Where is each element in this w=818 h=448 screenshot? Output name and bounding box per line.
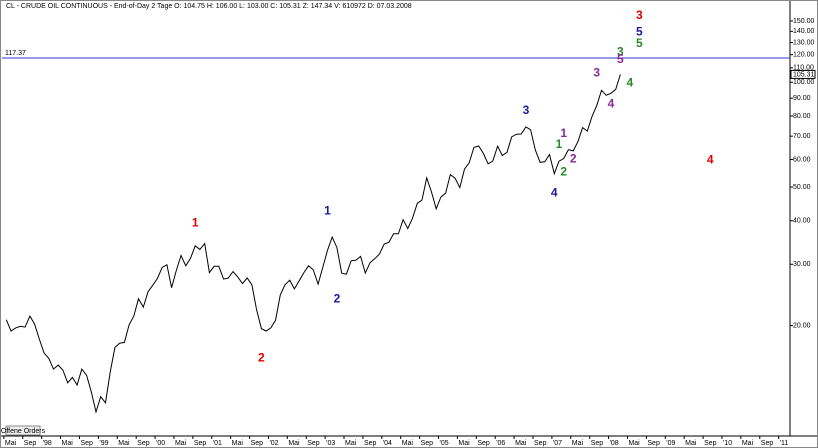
x-tick-label: '04 bbox=[383, 440, 392, 447]
x-tick-label: Sep bbox=[421, 440, 434, 447]
x-tick-label: Sep bbox=[534, 440, 547, 447]
y-tick-label: 60.00 bbox=[793, 156, 811, 163]
y-tick-label: 90.00 bbox=[793, 95, 811, 102]
x-tick-label: Mai bbox=[345, 440, 357, 447]
x-tick-label: '02 bbox=[269, 440, 278, 447]
wave-label: 5 bbox=[636, 36, 643, 50]
x-tick-label: Sep bbox=[647, 440, 660, 447]
x-tick-label: '00 bbox=[156, 440, 165, 447]
wave-label: 3 bbox=[593, 66, 600, 80]
x-tick-label: Mai bbox=[118, 440, 130, 447]
x-tick-label: '07 bbox=[553, 440, 562, 447]
wave-label: 4 bbox=[627, 75, 634, 89]
y-tick-label: 110.00 bbox=[793, 65, 814, 72]
y-tick-label: 130.00 bbox=[793, 39, 815, 46]
x-tick-label: Mai bbox=[742, 440, 754, 447]
wave-label: 1 bbox=[560, 126, 567, 140]
y-tick-label: 100.00 bbox=[793, 79, 815, 86]
x-tick-label: Sep bbox=[704, 440, 717, 447]
y-tick-label: 80.00 bbox=[793, 113, 811, 120]
x-tick-label: Mai bbox=[288, 440, 300, 447]
y-tick-label: 20.00 bbox=[793, 322, 811, 329]
x-tick-label: '98 bbox=[43, 440, 52, 447]
wave-label: 2 bbox=[258, 351, 265, 365]
x-tick-label: Mai bbox=[572, 440, 584, 447]
y-tick-label: 40.00 bbox=[793, 218, 811, 225]
x-tick-label: '01 bbox=[213, 440, 222, 447]
current-price-box bbox=[790, 69, 816, 79]
x-tick-label: '11 bbox=[780, 440, 789, 447]
x-tick-label: Sep bbox=[137, 440, 150, 447]
y-tick-label: 150.00 bbox=[793, 18, 815, 25]
x-tick-label: '06 bbox=[496, 440, 505, 447]
x-tick-label: '10 bbox=[723, 440, 732, 447]
wave-label: 3 bbox=[523, 103, 530, 117]
x-tick-label: Mai bbox=[232, 440, 244, 447]
chart-title: CL - CRUDE OIL CONTINUOUS - End-of-Day 2… bbox=[6, 3, 412, 10]
x-tick-label: '08 bbox=[610, 440, 619, 447]
wave-label: 3 bbox=[617, 44, 624, 58]
wave-label: 5 bbox=[636, 25, 643, 39]
current-price-label: 105.31 bbox=[793, 71, 815, 78]
x-tick-label: '09 bbox=[666, 440, 675, 447]
wave-label: 1 bbox=[192, 216, 199, 230]
x-tick-label: '05 bbox=[440, 440, 449, 447]
x-tick-label: Sep bbox=[194, 440, 207, 447]
y-tick-label: 30.00 bbox=[793, 261, 811, 268]
x-tick-label: Sep bbox=[591, 440, 604, 447]
x-tick-label: Sep bbox=[477, 440, 490, 447]
x-tick-label: Sep bbox=[24, 440, 37, 447]
order-button-box[interactable] bbox=[5, 425, 41, 436]
order-button[interactable]: Offene Orders bbox=[1, 425, 46, 436]
reference-label: 117.37 bbox=[5, 50, 26, 57]
x-tick-label: Mai bbox=[685, 440, 697, 447]
x-tick-label: Mai bbox=[5, 440, 17, 447]
x-tick-label: Mai bbox=[458, 440, 470, 447]
wave-label: 1 bbox=[324, 203, 331, 217]
x-tick-label: Sep bbox=[307, 440, 320, 447]
x-tick-label: Sep bbox=[364, 440, 377, 447]
wave-label: 5 bbox=[617, 52, 624, 66]
x-tick-label: Mai bbox=[175, 440, 187, 447]
wave-label: 2 bbox=[560, 164, 567, 178]
price-line bbox=[5, 74, 621, 414]
x-tick-label: Mai bbox=[515, 440, 527, 447]
x-tick-label: '03 bbox=[326, 440, 335, 447]
x-tick-label: Mai bbox=[628, 440, 640, 447]
x-tick-label: Sep bbox=[251, 440, 264, 447]
y-tick-label: 70.00 bbox=[793, 133, 811, 140]
wave-label: 4 bbox=[551, 185, 558, 199]
wave-label: 3 bbox=[636, 8, 643, 22]
order-button-label[interactable]: Offene Orders bbox=[1, 428, 46, 435]
wave-label: 2 bbox=[334, 291, 341, 305]
y-tick-label: 50.00 bbox=[793, 184, 811, 191]
x-tick-label: '99 bbox=[99, 440, 108, 447]
wave-label: 4 bbox=[608, 97, 615, 111]
wave-label: 1 bbox=[556, 137, 563, 151]
x-tick-label: Mai bbox=[62, 440, 74, 447]
y-tick-label: 140.00 bbox=[793, 28, 815, 35]
wave-label: 4 bbox=[707, 152, 714, 166]
x-tick-label: Sep bbox=[80, 440, 93, 447]
x-tick-label: Sep bbox=[761, 440, 774, 447]
x-tick-label: Mai bbox=[402, 440, 414, 447]
y-tick-label: 120.00 bbox=[793, 52, 815, 59]
wave-label: 2 bbox=[570, 151, 577, 165]
